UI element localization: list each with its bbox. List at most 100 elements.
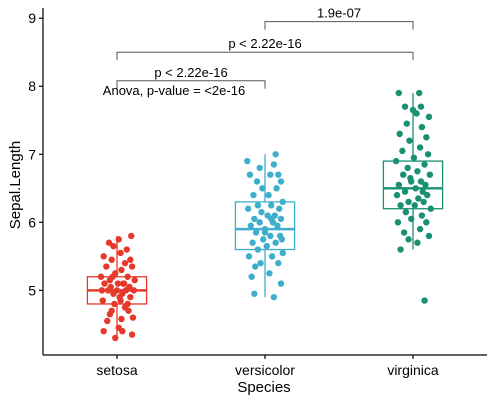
data-point-setosa — [127, 256, 134, 263]
data-point-setosa — [125, 307, 132, 314]
data-point-virginica — [401, 103, 409, 110]
data-point-virginica — [415, 195, 422, 202]
data-point-versicolor — [252, 229, 260, 236]
x-tick-label: virginica — [387, 362, 439, 378]
y-tick-label: 9 — [28, 10, 36, 26]
data-point-versicolor — [268, 202, 275, 209]
data-point-setosa — [99, 297, 106, 304]
data-point-versicolor — [247, 222, 254, 229]
data-point-virginica — [404, 164, 411, 172]
data-point-setosa — [100, 253, 107, 260]
bracket-line — [264, 21, 414, 30]
data-point-virginica — [421, 297, 428, 304]
data-point-setosa — [117, 297, 124, 304]
data-point-versicolor — [254, 202, 262, 209]
data-point-virginica — [425, 232, 433, 240]
data-point-setosa — [104, 317, 111, 325]
data-point-versicolor — [265, 191, 272, 199]
data-point-versicolor — [267, 171, 274, 178]
data-point-setosa — [105, 239, 113, 246]
data-point-virginica — [405, 236, 412, 243]
data-point-setosa — [117, 249, 124, 257]
comparison-bracket: p < 2.22e-16 — [116, 65, 266, 89]
data-point-virginica — [416, 89, 423, 97]
data-point-virginica — [418, 123, 426, 131]
data-point-setosa — [114, 280, 122, 287]
data-point-versicolor — [253, 178, 261, 185]
box-iqr — [234, 201, 296, 251]
data-point-virginica — [406, 137, 413, 144]
data-point-versicolor — [268, 215, 275, 223]
bracket-line — [116, 51, 414, 61]
data-point-virginica — [400, 229, 408, 236]
x-axis-title: Species — [237, 379, 290, 396]
data-point-virginica — [392, 157, 400, 165]
axes-layer: 5 6 7 8 9 setosa versicolor virginica — [28, 8, 487, 378]
comparison-bracket: 1.9e-07 — [264, 6, 414, 30]
data-point-versicolor — [275, 259, 282, 267]
data-point-setosa — [121, 259, 129, 267]
data-point-versicolor — [275, 171, 282, 178]
data-point-versicolor — [261, 229, 269, 236]
data-point-versicolor — [267, 232, 274, 240]
data-point-virginica — [411, 202, 418, 209]
data-point-versicolor — [278, 236, 286, 243]
y-tick-label: 6 — [28, 214, 36, 230]
data-point-virginica — [396, 130, 403, 138]
data-point-versicolor — [270, 161, 278, 168]
data-point-setosa — [128, 263, 136, 270]
data-point-versicolor — [250, 191, 257, 199]
comparison-label: 1.9e-07 — [317, 6, 361, 21]
data-point-setosa — [123, 246, 130, 253]
data-point-versicolor — [273, 185, 280, 192]
x-tick-label: versicolor — [235, 362, 295, 378]
data-point-setosa — [111, 300, 118, 308]
data-point-virginica — [399, 147, 406, 155]
data-point-virginica — [418, 212, 426, 219]
data-point-virginica — [397, 202, 404, 209]
data-point-setosa — [129, 314, 137, 321]
data-point-virginica — [420, 198, 427, 206]
data-point-virginica — [417, 103, 425, 110]
data-point-virginica — [427, 205, 434, 212]
y-tick-label: 7 — [28, 146, 36, 162]
data-point-virginica — [393, 191, 401, 199]
data-point-versicolor — [256, 219, 263, 226]
comparison-bracket: p < 2.22e-16 — [116, 36, 414, 61]
data-point-setosa — [100, 327, 107, 335]
data-point-versicolor — [251, 290, 258, 297]
data-point-setosa — [97, 273, 105, 280]
data-point-setosa — [113, 287, 121, 294]
comparison-label: p < 2.22e-16 — [228, 36, 301, 51]
data-point-versicolor — [277, 178, 285, 185]
data-point-setosa — [128, 232, 135, 240]
data-point-setosa — [120, 280, 128, 287]
data-point-virginica — [408, 178, 415, 185]
data-point-virginica — [395, 89, 402, 97]
y-axis-title: Sepal.Length — [7, 141, 24, 229]
data-point-versicolor — [279, 249, 286, 257]
box-virginica — [382, 93, 444, 250]
data-point-setosa — [101, 280, 108, 287]
data-point-virginica — [423, 134, 430, 141]
data-point-versicolor — [277, 280, 285, 287]
data-point-virginica — [409, 106, 417, 114]
data-point-versicolor — [259, 185, 266, 192]
data-point-setosa — [119, 327, 126, 335]
y-tick-label: 8 — [28, 78, 36, 94]
data-point-setosa — [124, 273, 131, 280]
data-point-virginica — [394, 219, 402, 226]
data-point-versicolor — [277, 215, 285, 223]
data-point-setosa — [127, 293, 134, 301]
data-point-virginica — [408, 215, 415, 223]
data-point-versicolor — [246, 171, 254, 178]
data-point-versicolor — [248, 273, 255, 280]
data-point-virginica — [405, 198, 412, 206]
box-setosa — [86, 235, 148, 338]
data-point-versicolor — [266, 270, 273, 277]
data-point-versicolor — [272, 151, 279, 158]
data-point-virginica — [419, 188, 426, 195]
data-point-versicolor — [249, 239, 256, 246]
data-point-versicolor — [244, 157, 251, 165]
